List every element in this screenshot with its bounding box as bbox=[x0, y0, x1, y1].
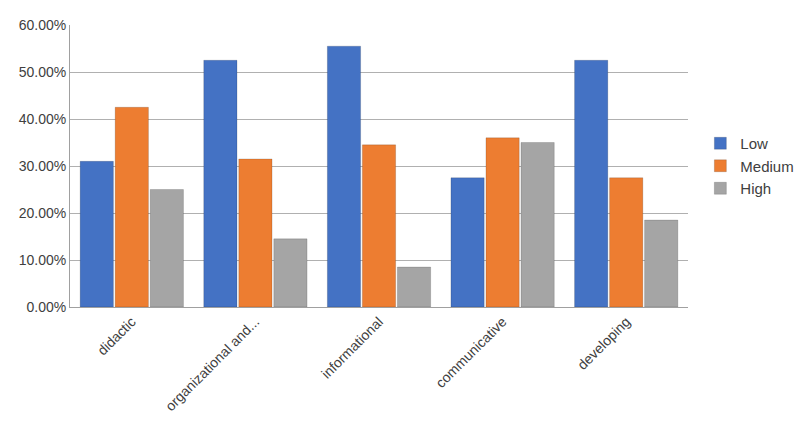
svg-text:20.00%: 20.00% bbox=[19, 205, 66, 221]
svg-text:developing: developing bbox=[574, 314, 633, 373]
svg-text:communicative: communicative bbox=[432, 313, 509, 390]
svg-text:organizational and...: organizational and... bbox=[162, 314, 262, 414]
svg-text:0.00%: 0.00% bbox=[26, 299, 66, 315]
svg-text:50.00%: 50.00% bbox=[19, 64, 66, 80]
svg-text:10.00%: 10.00% bbox=[19, 252, 66, 268]
svg-text:Low: Low bbox=[740, 135, 768, 152]
svg-text:informational: informational bbox=[318, 314, 386, 382]
svg-text:40.00%: 40.00% bbox=[19, 111, 66, 127]
svg-text:60.00%: 60.00% bbox=[19, 17, 66, 33]
svg-text:30.00%: 30.00% bbox=[19, 158, 66, 174]
svg-text:Medium: Medium bbox=[740, 158, 793, 175]
svg-text:didactic: didactic bbox=[94, 314, 139, 359]
svg-text:High: High bbox=[740, 180, 771, 197]
